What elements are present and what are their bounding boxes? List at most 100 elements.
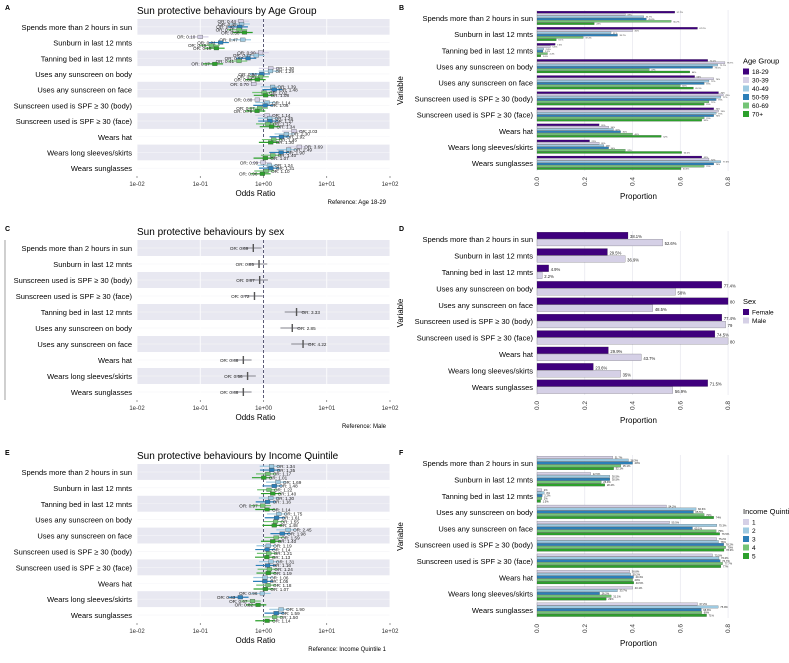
or-marker (274, 515, 280, 520)
bar-value-label: 64% (692, 72, 696, 74)
bar (536, 86, 694, 90)
category-label: Wears long sleeves/skirts (47, 595, 132, 604)
bar (536, 31, 612, 34)
bar-value-label: 5.6% (552, 47, 557, 49)
legend-label: Male (752, 318, 766, 325)
bar-value-label: 33.7% (619, 35, 625, 37)
or-label: OR: 1.06 (270, 575, 289, 580)
bar (536, 29, 633, 32)
legend-label: 40-49 (752, 86, 769, 93)
bar (536, 75, 695, 78)
or-label: OR: 1.30 (276, 496, 295, 501)
bar-value-label: 19.4% (585, 37, 591, 39)
panel-letter: E (5, 450, 10, 457)
category-label: Sunburn in last 12 mnts (454, 30, 533, 39)
bar-value-label: 2.5% (545, 51, 550, 53)
or-marker (236, 27, 242, 32)
legend-swatch (743, 77, 749, 83)
panel-d-bars: D Spends more than 2 hours in sun Sunburn … (396, 226, 774, 425)
legend-swatch (743, 536, 749, 542)
or-label: OR: 0.94 (238, 72, 257, 77)
category-label: Spends more than 2 hours in sun (22, 244, 133, 253)
bar-value-label: 74% (716, 164, 720, 166)
bar (536, 304, 653, 312)
bar (536, 572, 631, 576)
or-marker (262, 575, 268, 580)
or-marker (286, 147, 292, 152)
bar (536, 149, 626, 152)
bar-value-label: 74.5% (717, 333, 729, 338)
bar-value-label: 22% (592, 141, 596, 143)
or-marker (258, 74, 264, 79)
bar-value-label: 40% (635, 134, 639, 136)
bar (536, 575, 634, 579)
bar (536, 537, 717, 541)
bar-value-label: 32.1% (616, 467, 624, 471)
or-marker (251, 82, 257, 86)
bar-value-label: 4.9% (551, 267, 561, 272)
bar-value-label: 40% (635, 578, 641, 582)
bar-value-label: 40.1% (635, 586, 643, 590)
or-marker (264, 618, 270, 623)
bar-value-label: 72% (711, 102, 715, 104)
bar (536, 126, 609, 129)
x-tick-label: 0.0 (534, 401, 541, 410)
bar (536, 119, 702, 122)
bar-value-label: 58% (678, 290, 687, 295)
category-label: Wears sunglasses (472, 606, 533, 615)
bar-value-label: 48.5% (655, 307, 667, 312)
bar (536, 17, 647, 21)
or-label: OR: 1.14 (272, 100, 291, 105)
bar-value-label: 35% (623, 132, 627, 134)
bar (536, 47, 544, 51)
category-label: Tanning bed in last 12 mnts (442, 46, 534, 55)
bar-value-label: 39.2% (633, 572, 641, 576)
x-tick-label: 1e-01 (193, 406, 209, 412)
or-marker (263, 93, 269, 98)
bar-value-label: 71.5% (710, 382, 722, 387)
x-tick-label: 1e+02 (382, 406, 400, 412)
category-label: Tanning bed in last 12 mnts (442, 268, 534, 277)
category-label: Uses any sunscreen on body (436, 284, 533, 293)
bar (536, 510, 694, 514)
reference-footnote: Reference: Age 18-29 (328, 200, 387, 206)
bar (536, 146, 609, 149)
or-label: OR: 1.34 (277, 125, 296, 130)
bar-value-label: 2% (544, 497, 548, 501)
x-tick-label: 0.4 (630, 401, 637, 410)
legend-label: 4 (752, 545, 756, 552)
or-label: OR: 1.08 (271, 93, 290, 98)
bar (536, 553, 713, 557)
bar (536, 130, 621, 133)
bar (536, 22, 595, 25)
legend-swatch (743, 102, 749, 109)
category-label: Uses any sunscreen on face (438, 78, 533, 87)
or-label: OR: 1.34 (277, 464, 296, 469)
bar (536, 611, 702, 614)
legend-label: 5 (752, 554, 756, 561)
bar-value-label: 80 (730, 340, 735, 345)
bar (536, 27, 698, 30)
or-label: OR: 1.39 (278, 85, 297, 90)
bar-value-label: 52% (663, 136, 667, 138)
bar (536, 570, 630, 573)
category-label: Wears hat (98, 579, 133, 588)
or-marker (267, 69, 274, 74)
bar-value-label: 29% (608, 597, 614, 601)
or-label: OR: 1.61 (282, 516, 301, 521)
or-label: OR: 0.70 (230, 82, 249, 87)
bar (536, 45, 551, 48)
bar (536, 142, 600, 145)
category-label: Wears hat (98, 356, 133, 365)
or-label: OR: 1.90 (286, 150, 305, 155)
or-label: OR: 0.56 (224, 374, 243, 379)
legend-swatch (743, 317, 749, 324)
or-marker (265, 571, 271, 576)
or-marker (257, 106, 263, 111)
or-label: OR: 0.87 (236, 106, 255, 111)
or-label: OR: 3.03 (299, 129, 318, 134)
category-label: Uses any sunscreen on face (37, 86, 132, 95)
or-marker (253, 53, 259, 58)
bar-value-label: 30% (611, 127, 615, 129)
bar-value-label: 8.1% (558, 40, 563, 42)
